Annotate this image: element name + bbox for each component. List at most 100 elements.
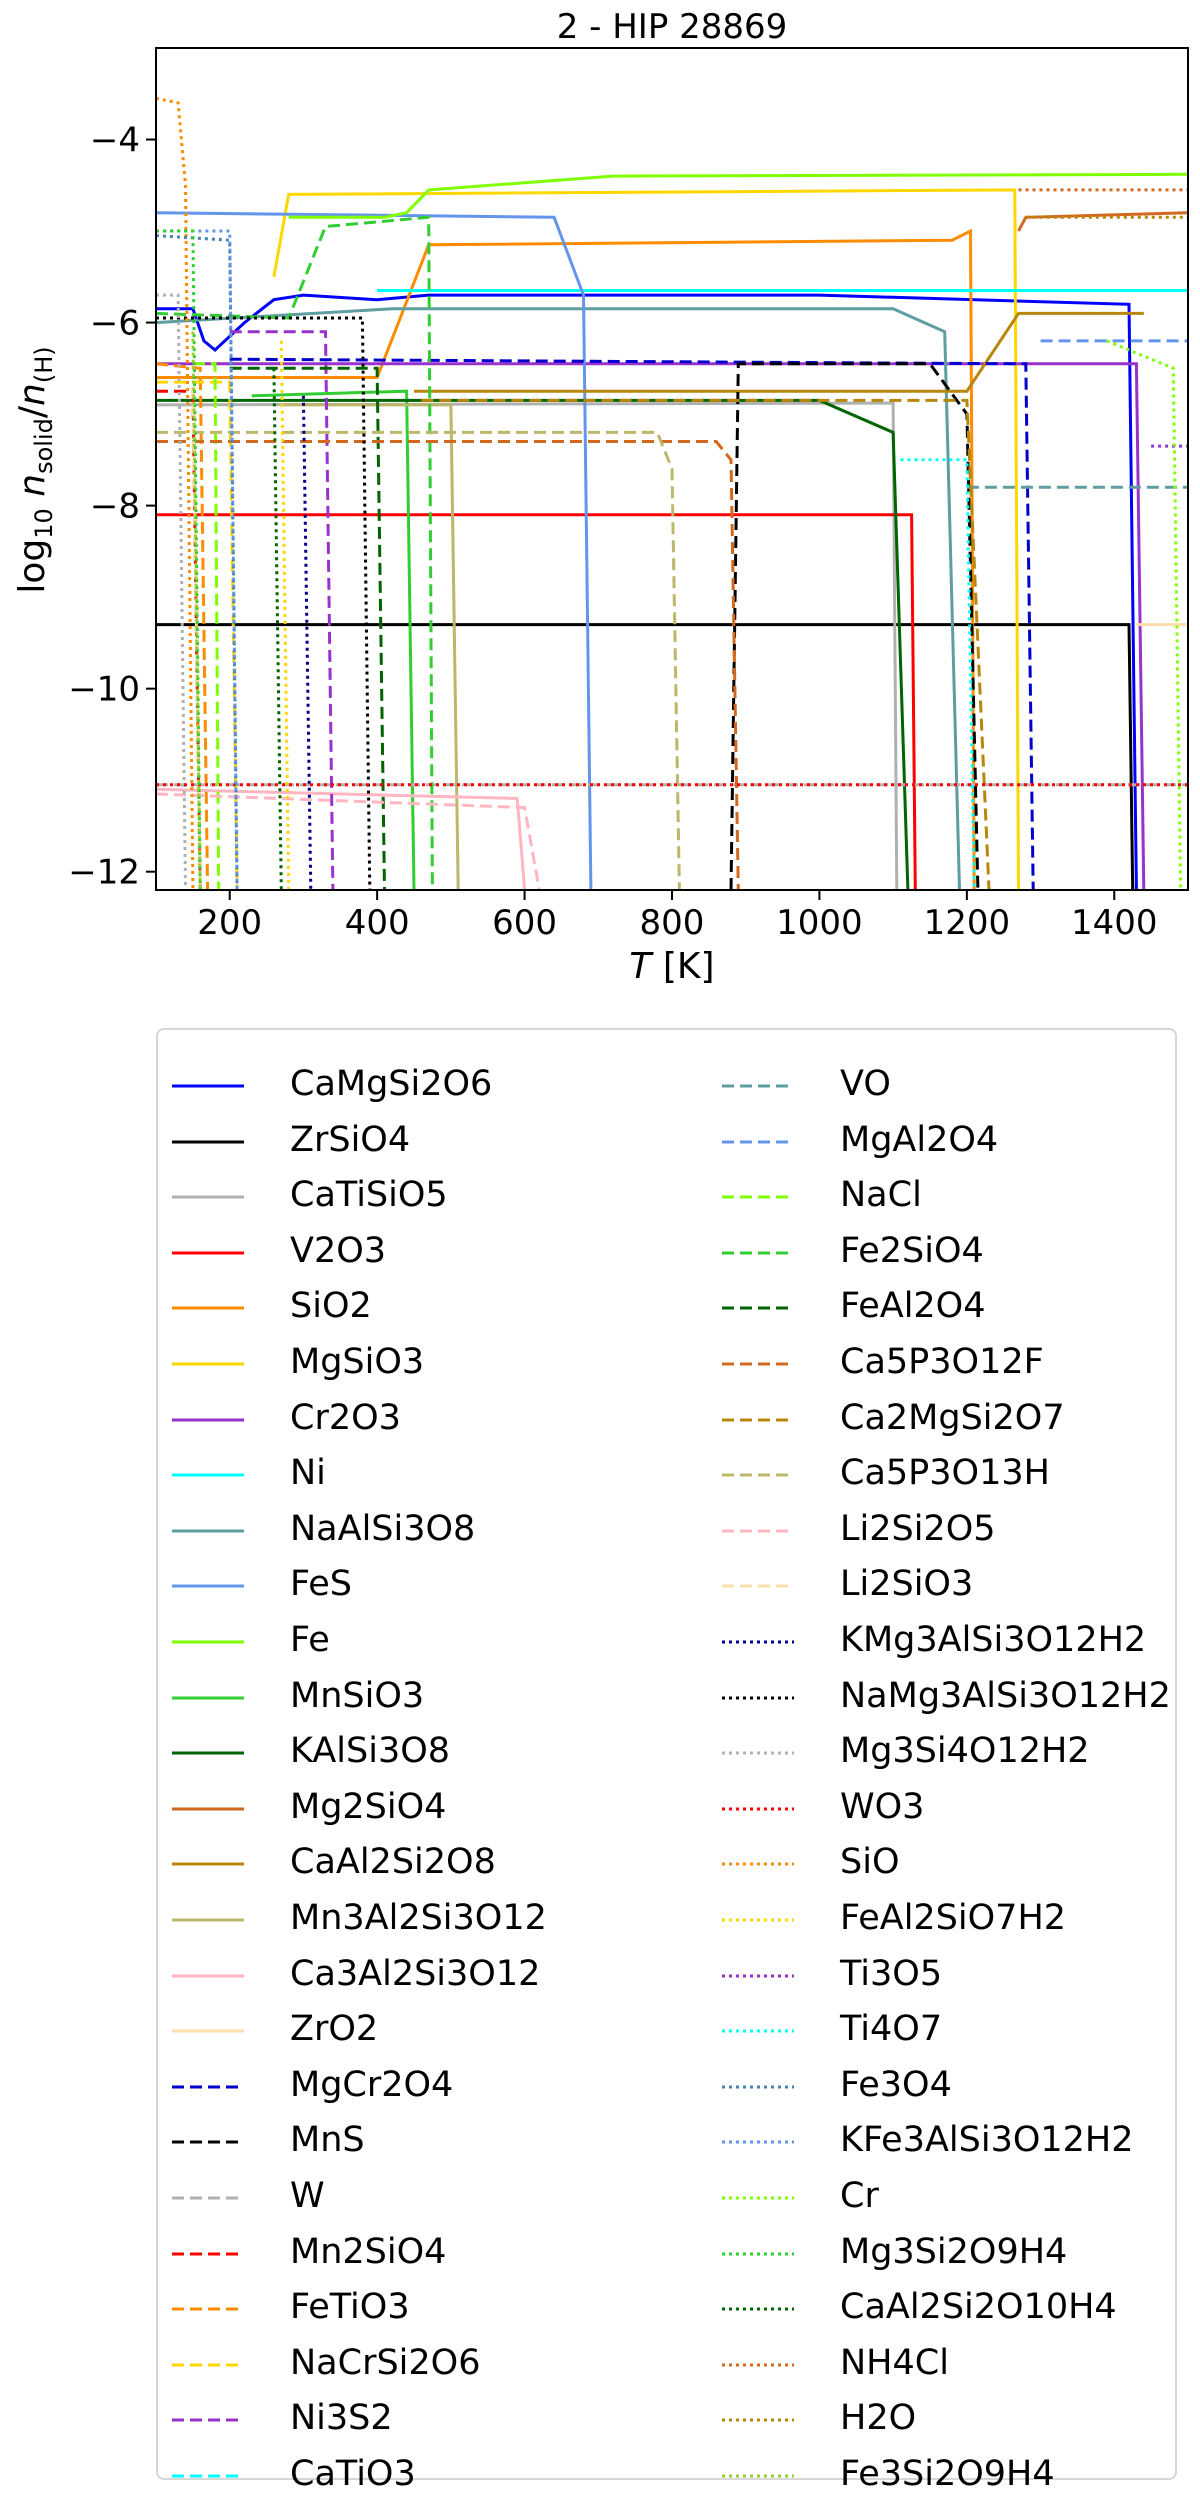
series-line-cr2o3	[156, 362, 1146, 890]
legend-swatch	[172, 2085, 244, 2089]
legend-label: W	[290, 2176, 325, 2216]
legend-swatch	[722, 1140, 794, 1144]
legend-item-zrsio4: ZrSiO4	[172, 1114, 652, 1170]
legend-swatch	[722, 1418, 794, 1422]
legend-label: Ti3O5	[840, 1953, 943, 1994]
legend-swatch	[722, 1195, 794, 1199]
legend-swatch	[722, 1862, 794, 1866]
legend-label: Cr	[840, 2176, 879, 2216]
series-layer	[156, 96, 1188, 890]
legend-swatch	[172, 1807, 244, 1811]
legend-item-kalsi3o8: KAlSi3O8	[172, 1725, 652, 1781]
series-line-nacrsi2o6	[156, 380, 239, 890]
legend-label: KFe3AlSi3O12H2	[840, 2120, 1134, 2161]
legend-swatch	[172, 2029, 244, 2033]
series-line-ti4o7	[900, 458, 976, 890]
legend-label: CaAl2Si2O8	[290, 1842, 496, 1883]
legend-swatch	[172, 1251, 244, 1255]
legend-item-namg3alsi3o12h2: NaMg3AlSi3O12H2	[722, 1670, 1200, 1726]
legend-item-fe: Fe	[172, 1614, 652, 1670]
legend-item-caal2si2o10h4: CaAl2Si2O10H4	[722, 2281, 1200, 2337]
legend-item-mgal2o4: MgAl2O4	[722, 1114, 1200, 1170]
legend-label: Ca5P3O13H	[840, 1453, 1050, 1494]
legend-item-fetio3: FeTiO3	[172, 2281, 652, 2337]
legend-item-sio: SiO	[722, 1836, 1200, 1892]
legend-swatch	[722, 1084, 794, 1088]
legend-item-cr: Cr	[722, 2170, 1200, 2226]
legend-item-cr2o3: Cr2O3	[172, 1392, 652, 1448]
legend-swatch	[172, 1696, 244, 1700]
legend-swatch	[172, 1751, 244, 1755]
series-line-li2sio3	[191, 386, 202, 890]
legend-label: Cr2O3	[290, 1397, 401, 1438]
legend-label: MgAl2O4	[840, 1119, 999, 1160]
series-line-cr	[1106, 339, 1183, 890]
legend-swatch	[722, 2085, 794, 2089]
legend-item-mg3si4o12h2: Mg3Si4O12H2	[722, 1725, 1200, 1781]
legend: CaMgSi2O6 ZrSiO4 CaTiSiO5 V2O3 SiO2 MgSiO3 Cr2…	[156, 1028, 1177, 2494]
legend-item-kfe3alsi3o12h2: KFe3AlSi3O12H2	[722, 2114, 1200, 2170]
legend-item-fe3si2o9h4: Fe3Si2O9H4	[722, 2448, 1200, 2504]
legend-item-ni: Ni	[172, 1447, 652, 1503]
legend-item-ni3s2: Ni3S2	[172, 2392, 652, 2448]
legend-swatch	[172, 1473, 244, 1477]
legend-label: FeS	[290, 1564, 352, 1605]
legend-swatch	[722, 2140, 794, 2144]
series-line-feal2o4	[229, 366, 386, 890]
series-line-ni3s2	[229, 330, 335, 890]
legend-swatch	[172, 2307, 244, 2311]
legend-item-li2sio3: Li2SiO3	[722, 1558, 1200, 1614]
legend-item-naalsi3o8: NaAlSi3O8	[172, 1503, 652, 1559]
legend-item-mn3al2si3o12: Mn3Al2Si3O12	[172, 1892, 652, 1948]
series-line-camgsi2o6	[156, 293, 1138, 890]
legend-swatch	[722, 2307, 794, 2311]
series-line-sio	[156, 96, 195, 890]
legend-swatch	[172, 2474, 244, 2478]
legend-label: FeAl2SiO7H2	[840, 1898, 1067, 1938]
legend-item-ca3al2si3o12: Ca3Al2Si3O12	[172, 1948, 652, 2004]
legend-label: NaAlSi3O8	[290, 1508, 476, 1549]
chart-title: 2 - HIP 28869	[557, 7, 788, 47]
legend-swatch	[172, 2140, 244, 2144]
legend-label: Ni	[290, 1453, 326, 1494]
legend-swatch	[172, 1084, 244, 1088]
legend-swatch	[722, 1696, 794, 1700]
series-line-mg3si4o12h2	[156, 293, 187, 890]
x-tick-label: 1400	[1071, 903, 1158, 943]
legend-label: NaCrSi2O6	[290, 2342, 481, 2383]
legend-label: Ni3S2	[290, 2398, 393, 2439]
legend-item-w: W	[172, 2170, 652, 2226]
legend-swatch	[722, 1807, 794, 1811]
legend-item-sio2: SiO2	[172, 1280, 652, 1336]
legend-swatch	[722, 1362, 794, 1366]
legend-item-feal2o4: FeAl2O4	[722, 1280, 1200, 1336]
x-tick-label: 600	[492, 903, 557, 943]
legend-label: WO3	[840, 1786, 925, 1827]
legend-label: MgCr2O4	[290, 2064, 454, 2105]
legend-swatch	[172, 1362, 244, 1366]
x-tick-label: 1200	[924, 903, 1011, 943]
legend-swatch	[172, 1418, 244, 1422]
legend-item-ca2mgsi2o7: Ca2MgSi2O7	[722, 1392, 1200, 1448]
legend-swatch	[722, 2474, 794, 2478]
legend-swatch	[172, 1140, 244, 1144]
legend-item-wo3: WO3	[722, 1781, 1200, 1837]
series-line-caal2si2o10h4	[272, 368, 283, 890]
series-line-li2si2o5	[156, 792, 541, 890]
legend-swatch	[172, 2252, 244, 2256]
legend-swatch	[722, 1529, 794, 1533]
legend-label: Mg2SiO4	[290, 1786, 447, 1827]
series-line-caal2si2o8	[414, 311, 1144, 393]
legend-swatch	[722, 1751, 794, 1755]
legend-item-catio3: CaTiO3	[172, 2448, 652, 2504]
legend-swatch	[722, 2196, 794, 2200]
series-line-feal2sio7h2	[279, 340, 291, 890]
legend-label: MnSiO3	[290, 1675, 425, 1716]
legend-item-mgsio3: MgSiO3	[172, 1336, 652, 1392]
series-line-mns	[729, 362, 980, 890]
legend-item-fes: FeS	[172, 1558, 652, 1614]
legend-item-fe3o4: Fe3O4	[722, 2059, 1200, 2115]
legend-label: FeTiO3	[290, 2287, 410, 2328]
legend-item-feal2sio7h2: FeAl2SiO7H2	[722, 1892, 1200, 1948]
legend-swatch	[722, 2363, 794, 2367]
